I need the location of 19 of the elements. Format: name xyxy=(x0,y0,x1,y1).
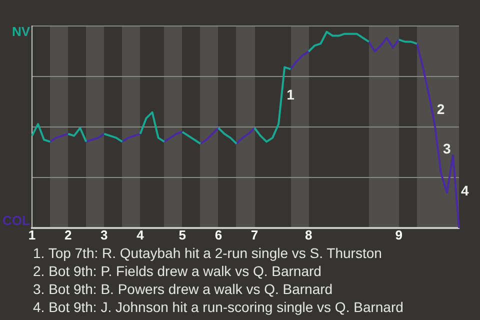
x-tick-label: 3 xyxy=(100,227,108,242)
x-tick-label: 8 xyxy=(305,227,312,242)
text: 4. Bot 9th: J. Johnson hit a run-scoring single vs Q. Barnard xyxy=(33,298,404,316)
text: 1. Top 7th: R. Qutaybah hit a 2-run single vs S. Thurston xyxy=(33,244,383,262)
x-tick-label: 2 xyxy=(64,227,72,242)
text: 2. Bot 9th: P. Fields drew a walk vs Q. Barnard xyxy=(33,262,322,280)
x-tick-label: 7 xyxy=(250,227,258,242)
text: 3. Bot 9th: B. Powers drew a walk vs Q. Barnard xyxy=(33,280,334,298)
text: COL xyxy=(2,213,30,228)
x-tick-label: 1 xyxy=(28,227,36,242)
text: 4 xyxy=(460,182,469,199)
annotation: 3 xyxy=(442,140,451,156)
annotation: 1 xyxy=(286,86,295,102)
x-tick-label: 5 xyxy=(178,227,186,242)
text: NV xyxy=(12,24,30,40)
x-tick-label: 9 xyxy=(395,227,402,242)
annotation: 2 xyxy=(436,101,445,118)
x-tick-label: 6 xyxy=(214,227,222,242)
x-tick-label: 4 xyxy=(136,227,145,242)
